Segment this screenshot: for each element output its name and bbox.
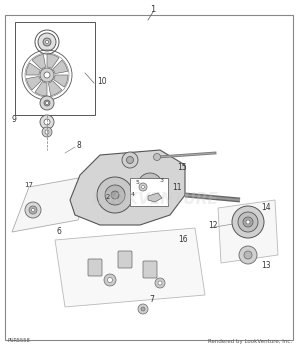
Text: 16: 16 [178,236,188,245]
Circle shape [144,179,156,191]
Polygon shape [32,54,46,69]
Circle shape [29,206,37,214]
Polygon shape [54,75,68,87]
Circle shape [46,102,49,105]
Circle shape [104,274,116,286]
Circle shape [105,185,125,205]
Text: 9: 9 [12,114,16,124]
Text: 17: 17 [25,182,34,188]
Circle shape [44,100,50,106]
Polygon shape [55,228,205,307]
Circle shape [155,278,165,288]
Text: 2: 2 [106,194,110,200]
Circle shape [243,217,253,227]
FancyBboxPatch shape [118,251,132,268]
Circle shape [232,206,264,238]
Polygon shape [12,175,95,232]
Polygon shape [48,80,62,96]
Circle shape [246,220,250,224]
Circle shape [244,251,252,259]
Polygon shape [70,150,185,225]
Text: 10: 10 [97,77,106,86]
Circle shape [127,156,134,163]
Circle shape [111,191,119,199]
Text: 14: 14 [261,203,271,211]
Text: 1: 1 [150,5,156,14]
Text: 5: 5 [135,181,139,186]
Text: Rendered by LookVenture, Inc.: Rendered by LookVenture, Inc. [208,338,292,343]
Text: 15: 15 [177,163,187,173]
FancyBboxPatch shape [143,261,157,278]
Text: 11: 11 [172,182,182,191]
Text: 7: 7 [150,295,154,304]
Circle shape [141,307,145,311]
Circle shape [32,209,34,211]
Circle shape [43,38,51,46]
Text: 6: 6 [57,228,62,237]
Circle shape [44,119,50,125]
Circle shape [158,281,162,285]
FancyBboxPatch shape [88,259,102,276]
Circle shape [44,72,50,78]
Polygon shape [47,54,59,69]
Circle shape [25,202,41,218]
Text: 13: 13 [261,260,271,270]
Text: 3: 3 [160,178,164,183]
Polygon shape [148,193,162,202]
Circle shape [238,212,258,232]
Text: 12: 12 [208,222,218,231]
Circle shape [122,152,138,168]
Circle shape [139,183,147,191]
Circle shape [42,127,52,137]
Circle shape [38,33,56,51]
Text: 4: 4 [131,191,135,196]
Circle shape [107,278,112,282]
Circle shape [142,186,145,189]
Circle shape [239,246,257,264]
Circle shape [154,154,160,161]
Circle shape [46,41,49,43]
Polygon shape [26,76,41,90]
Text: LOOKVENTURE: LOOKVENTURE [92,193,218,208]
Circle shape [97,177,133,213]
Circle shape [40,96,54,110]
Circle shape [40,68,54,82]
Bar [15,22,95,115]
Circle shape [45,130,49,134]
Polygon shape [218,200,278,263]
Polygon shape [53,60,68,74]
Circle shape [40,115,54,129]
Bar [130,178,168,206]
Circle shape [138,304,148,314]
Text: PUR5558: PUR5558 [8,338,31,343]
Polygon shape [35,82,47,96]
Circle shape [138,173,162,197]
Text: 8: 8 [76,140,81,149]
Polygon shape [26,63,40,75]
